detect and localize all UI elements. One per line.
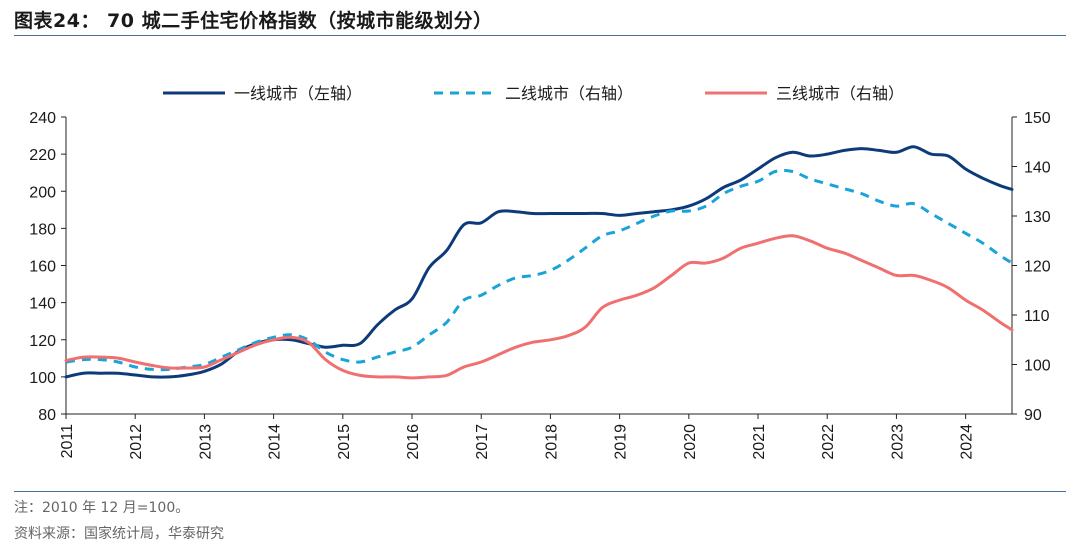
right-tick-label: 150 — [1024, 110, 1051, 127]
left-tick-label: 120 — [29, 333, 56, 350]
chart-title: 图表24： 70 城二手住宅价格指数（按城市能级划分） — [14, 10, 493, 32]
series-line-2 — [65, 168, 1013, 372]
series-line-1 — [64, 145, 1014, 379]
x-tick-label: 2018 — [543, 424, 560, 460]
left-tick-label: 220 — [29, 147, 56, 164]
x-tick-label: 2012 — [128, 424, 145, 460]
footnote: 注：2010 年 12 月=100。 — [14, 500, 190, 516]
footer-divider — [14, 491, 1066, 492]
legend-label-2: 二线城市（右轴） — [505, 84, 633, 103]
right-tick-label: 130 — [1024, 209, 1051, 226]
right-tick-label: 100 — [1024, 358, 1051, 375]
x-tick-label: 2022 — [820, 424, 837, 460]
x-tick-label: 2014 — [267, 424, 284, 460]
source-note: 资料来源：国家统计局，华泰研究 — [14, 526, 224, 542]
right-tick-label: 140 — [1024, 160, 1051, 177]
left-tick-label: 80 — [38, 407, 56, 424]
left-tick-label: 140 — [29, 296, 56, 313]
x-tick-label: 2015 — [336, 424, 353, 460]
left-tick-label: 240 — [29, 110, 56, 127]
series-lines — [64, 145, 1014, 380]
legend-label-3: 三线城市（右轴） — [776, 84, 904, 103]
title-divider — [14, 35, 1066, 36]
x-tick-label: 2023 — [889, 424, 906, 460]
left-tick-label: 180 — [29, 221, 56, 238]
right-tick-label: 90 — [1024, 407, 1042, 424]
legend-label-1: 一线城市（左轴） — [234, 84, 362, 103]
x-tick-label: 2016 — [405, 424, 422, 460]
right-tick-label: 110 — [1024, 308, 1050, 325]
x-tick-label: 2021 — [751, 424, 768, 460]
x-tick-label: 2024 — [959, 424, 976, 460]
x-tick-label: 2020 — [682, 424, 699, 460]
x-tick-label: 2019 — [613, 424, 630, 460]
right-tick-label: 120 — [1024, 259, 1051, 276]
left-tick-label: 160 — [29, 259, 56, 276]
x-tick-label: 2017 — [474, 424, 491, 460]
x-tick-label: 2013 — [197, 424, 214, 460]
series-line-3 — [64, 234, 1014, 380]
left-tick-label: 100 — [29, 370, 56, 387]
x-tick-label: 2011 — [59, 424, 76, 459]
left-tick-label: 200 — [29, 184, 56, 201]
legend: 一线城市（左轴） 二线城市（右轴） 三线城市（右轴） — [163, 84, 904, 103]
axes: 80 100 120 140 160 180 200 220 240 90 100 110 120 130… — [29, 110, 1051, 460]
